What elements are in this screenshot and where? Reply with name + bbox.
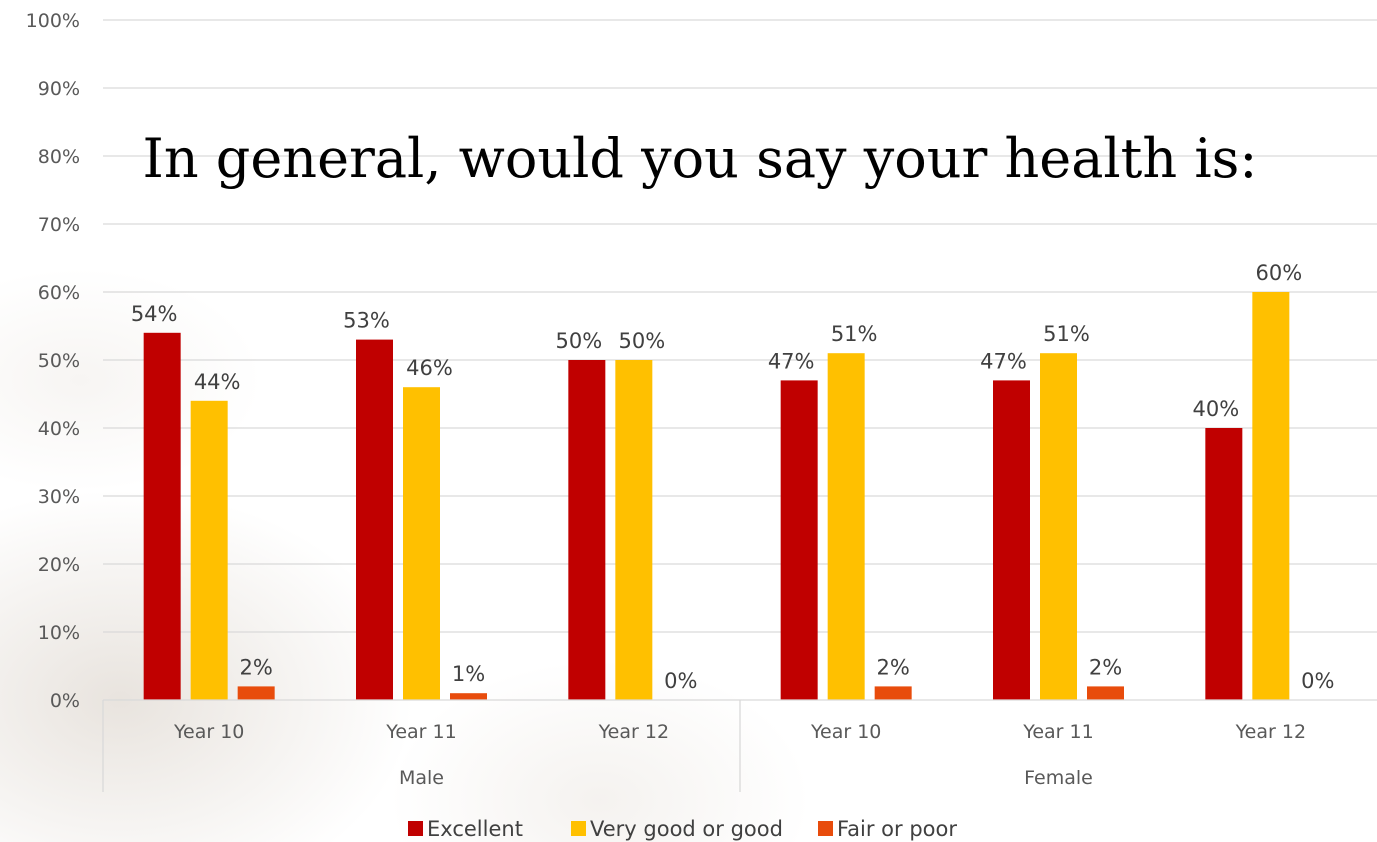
data-label: 47% (980, 349, 1027, 373)
y-tick-label: 60% (38, 282, 80, 304)
data-label: 1% (452, 662, 485, 686)
bar-very-good-or-good (1252, 292, 1290, 700)
bar-very-good-or-good (190, 400, 228, 700)
data-label: 50% (618, 329, 665, 353)
data-label: 47% (768, 349, 815, 373)
group-label: Female (1024, 767, 1093, 789)
legend-label: Excellent (427, 817, 523, 841)
legend-label: Very good or good (590, 817, 783, 841)
data-label: 50% (555, 329, 602, 353)
bar-excellent (993, 380, 1030, 700)
gridlines (103, 19, 1377, 633)
y-tick-label: 70% (38, 214, 80, 236)
data-label: 51% (831, 322, 878, 346)
data-label: 2% (240, 655, 273, 679)
legend-swatch (818, 821, 833, 836)
x-axis: Year 10 Year 11 Year 12 Year 10 Year 11 Year … (102, 699, 1377, 792)
bar-fair-or-poor (1087, 686, 1124, 700)
y-tick-label: 20% (38, 554, 80, 576)
bar-fair-or-poor (450, 693, 487, 700)
bar-excellent (780, 380, 818, 700)
bar-very-good-or-good (403, 387, 440, 700)
data-label: 0% (1301, 669, 1334, 693)
x-tick-label: Year 12 (598, 721, 669, 743)
legend: Excellent Very good or good Fair or poor (408, 817, 957, 841)
bar-excellent (143, 332, 181, 700)
x-tick-label: Year 10 (810, 721, 881, 743)
x-tick-label: Year 12 (1235, 721, 1306, 743)
y-tick-label: 30% (38, 486, 80, 508)
y-tick-label: 0% (50, 690, 80, 712)
x-tick-label: Year 10 (173, 721, 244, 743)
data-label: 40% (1192, 397, 1239, 421)
bars (143, 292, 1290, 700)
y-tick-label: 90% (38, 78, 80, 100)
bar-fair-or-poor (237, 686, 275, 700)
y-tick-label: 10% (38, 622, 80, 644)
data-label: 53% (343, 309, 390, 333)
bar-excellent (568, 360, 606, 700)
data-label: 51% (1043, 322, 1090, 346)
bar-very-good-or-good (615, 360, 653, 700)
bar-excellent (356, 339, 393, 700)
y-tick-label: 50% (38, 350, 80, 372)
x-tick-label: Year 11 (385, 721, 456, 743)
data-label: 60% (1255, 261, 1302, 285)
legend-swatch (571, 821, 586, 836)
data-label: 54% (131, 302, 178, 326)
data-label: 46% (406, 356, 453, 380)
bar-fair-or-poor (874, 686, 912, 700)
y-tick-label: 40% (38, 418, 80, 440)
y-tick-label: 100% (26, 10, 80, 32)
data-label: 0% (664, 669, 697, 693)
bar-very-good-or-good (1040, 353, 1077, 700)
data-label: 2% (877, 655, 910, 679)
x-tick-label: Year 11 (1022, 721, 1093, 743)
data-label: 2% (1089, 655, 1122, 679)
legend-swatch (408, 821, 423, 836)
data-label: 44% (194, 370, 241, 394)
y-tick-label: 80% (38, 146, 80, 168)
bar-excellent (1205, 428, 1243, 700)
bar-very-good-or-good (827, 353, 865, 700)
group-label: Male (399, 767, 444, 789)
chart-title: In general, would you say your health is… (143, 127, 1258, 190)
legend-label: Fair or poor (837, 817, 957, 841)
data-labels: 54% 53% 50% 47% 47% 40% 44% 46% 50% 51% 51% 60% 2% 1%… (131, 261, 1335, 693)
y-axis: 0% 10% 20% 30% 40% 50% 60% 70% 80% 90% 100% (26, 10, 80, 712)
